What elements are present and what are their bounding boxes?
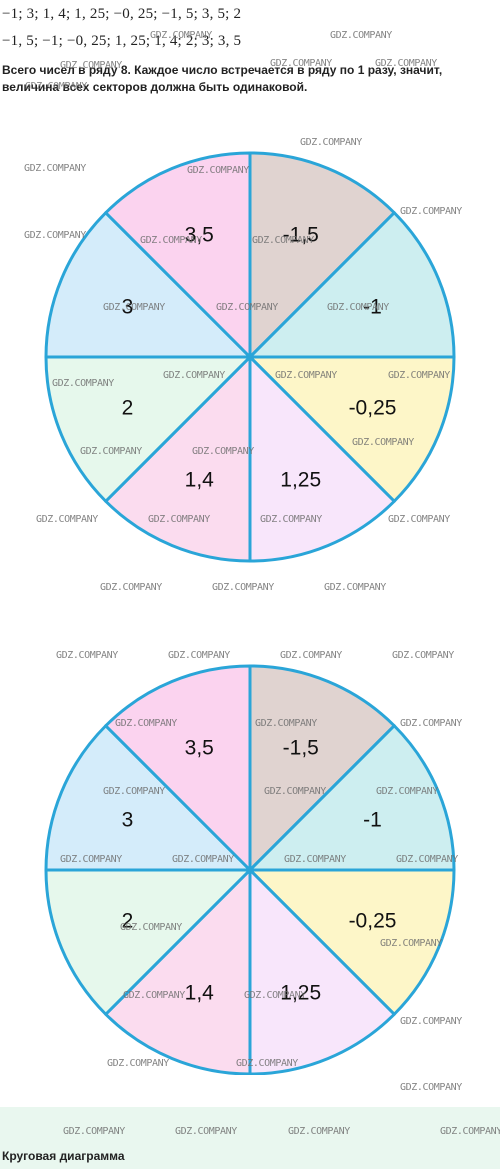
- pie-slice: [248, 211, 456, 359]
- pie-slice: [248, 355, 396, 563]
- slice-label: 3: [122, 295, 134, 318]
- slice-label: -1: [363, 808, 382, 831]
- watermark-text: GDZ.COMPANY: [212, 582, 274, 593]
- caption-bar: [0, 1107, 500, 1169]
- pie-slice: [104, 355, 252, 563]
- slice-label: -1,5: [283, 736, 319, 759]
- slice-label: -1: [363, 295, 382, 318]
- slice-label: 1,4: [185, 982, 215, 1005]
- pie-slice: [248, 151, 396, 359]
- pie-slice: [248, 724, 456, 872]
- pie-slice: [248, 355, 456, 503]
- slice-label: 1,25: [280, 982, 321, 1005]
- slice-label: 1,4: [185, 469, 215, 492]
- watermark-text: GDZ.COMPANY: [330, 30, 392, 41]
- slice-label: -0,25: [349, 397, 397, 420]
- pie-slice: [248, 868, 396, 1075]
- slice-label: -0,25: [349, 910, 397, 933]
- explanation-text: Всего чисел в ряду 8. Каждое число встре…: [2, 63, 443, 94]
- pie-slice: [44, 355, 252, 503]
- slice-label: -1,5: [283, 223, 319, 246]
- slice-label: 2: [122, 397, 134, 420]
- pie-chart-1: -1,5 -1 -0,25 1,25 1,4 2 3 3,5: [44, 151, 456, 563]
- pie-slice: [104, 868, 252, 1075]
- pie-slice: [104, 664, 252, 872]
- sorted-number-sequence: −1, 5; −1; −0, 25; 1, 25; 1, 4; 2; 3; 3,…: [2, 33, 242, 49]
- pie-chart-2: -1,5 -1 -0,25 1,25 1,4 2 3 3,5: [44, 664, 456, 1075]
- chart-caption: Круговая диаграмма: [2, 1149, 125, 1163]
- pie-slice: [104, 151, 252, 359]
- slice-label: 3,5: [185, 736, 214, 759]
- slice-label: 3: [122, 808, 134, 831]
- watermark-text: GDZ.COMPANY: [400, 1082, 462, 1093]
- pie-slice: [44, 211, 252, 359]
- watermark-text: GDZ.COMPANY: [100, 582, 162, 593]
- slice-label: 3,5: [185, 223, 214, 246]
- pie-slice: [44, 724, 252, 872]
- pie-slice: [248, 868, 456, 1016]
- slice-label: 1,25: [280, 469, 321, 492]
- slice-label: 2: [122, 910, 134, 933]
- number-sequence: −1; 3; 1, 4; 1, 25; −0, 25; −1, 5; 3, 5;…: [2, 6, 242, 22]
- watermark-text: GDZ.COMPANY: [300, 137, 362, 148]
- pie-slice: [44, 868, 252, 1016]
- pie-slice: [248, 664, 396, 872]
- watermark-text: GDZ.COMPANY: [324, 582, 386, 593]
